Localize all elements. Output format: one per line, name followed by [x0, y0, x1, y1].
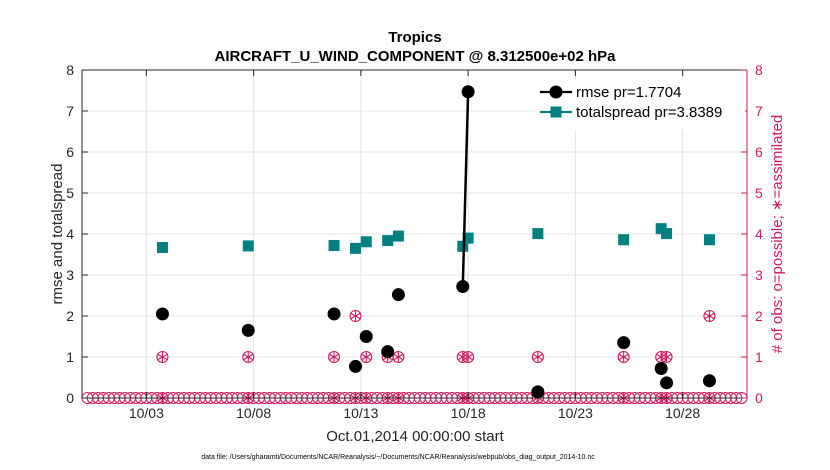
obs-possible-marker-3 [349, 309, 362, 323]
y-tick-label-right-6: 6 [755, 144, 763, 160]
obs-possible-marker-2 [328, 350, 341, 364]
y-tick-label-right-7: 7 [755, 103, 763, 119]
rmse-point-1 [241, 323, 255, 337]
y-axis-label-left: rmse and totalspread [49, 164, 66, 305]
obs-possible-marker-4 [360, 350, 373, 364]
y-tick-label-right-4: 4 [755, 226, 763, 242]
rmse-point-2 [327, 307, 341, 321]
y-tick-label-right-2: 2 [755, 308, 763, 324]
totalspread-point-3 [350, 242, 362, 254]
y-tick-label-left-3: 3 [66, 267, 74, 283]
y-tick-label-right-1: 1 [755, 349, 763, 365]
chart-title: Tropics [388, 29, 441, 46]
totalspread-point-9 [532, 228, 544, 240]
y-tick-label-left-4: 4 [66, 226, 74, 242]
y-tick-label-left-5: 5 [66, 185, 74, 201]
rmse-point-6 [391, 288, 405, 302]
totalspread-point-1 [242, 240, 254, 252]
totalspread-point-5 [382, 235, 394, 247]
y-tick-label-right-0: 0 [755, 390, 763, 406]
y-tick-label-right-8: 8 [755, 62, 763, 78]
y-tick-label-left-7: 7 [66, 103, 74, 119]
rmse-point-7 [456, 279, 470, 293]
y-tick-label-left-8: 8 [66, 62, 74, 78]
obs-possible-marker-10 [617, 350, 630, 364]
legend-totalspread-label: totalspread pr=3.8389 [576, 104, 722, 121]
legend-box [535, 80, 745, 130]
obs-possible-marker-13 [703, 309, 716, 323]
y-axis-label-right: # of obs: o=possible; ∗=assimilated [769, 115, 786, 354]
rmse-point-3 [349, 359, 363, 373]
obs-possible-marker-1 [242, 350, 255, 364]
rmse-point-9 [531, 385, 545, 399]
totalspread-point-13 [703, 234, 715, 246]
legend-rmse-marker [549, 85, 563, 99]
rmse-point-8 [461, 85, 475, 99]
y-tick-label-right-5: 5 [755, 185, 763, 201]
rmse-point-5 [381, 345, 395, 359]
series-layer [81, 85, 748, 405]
rmse-point-12 [660, 376, 674, 390]
rmse-point-4 [359, 330, 373, 343]
legend-totalspread-marker [550, 106, 562, 118]
y-tick-label-left-0: 0 [66, 390, 74, 406]
legend-rmse-label: rmse pr=1.7704 [576, 84, 681, 101]
obs-possible-marker-6 [392, 350, 405, 364]
x-tick-label-4: 10/23 [558, 405, 593, 421]
x-tick-label-5: 10/28 [665, 405, 700, 421]
rmse-point-10 [617, 336, 631, 350]
totalspread-point-4 [360, 236, 372, 248]
obs-possible-marker-8 [462, 350, 475, 364]
totalspread-point-12 [661, 228, 673, 240]
x-tick-label-3: 10/18 [451, 405, 486, 421]
x-axis-label: Oct.01,2014 00:00:00 start [326, 428, 504, 445]
totalspread-point-8 [462, 232, 474, 244]
totalspread-point-6 [392, 230, 404, 242]
legend: rmse pr=1.7704 totalspread pr=3.8389 [535, 80, 745, 130]
totalspread-point-0 [156, 242, 168, 254]
obs-possible-marker-9 [531, 350, 544, 364]
rmse-point-13 [702, 374, 716, 388]
y-tick-label-left-2: 2 [66, 308, 74, 324]
rmse-point-11 [654, 361, 668, 375]
obs-possible-marker-0 [156, 350, 169, 364]
x-tick-label-1: 10/08 [236, 405, 271, 421]
x-tick-label-2: 10/13 [343, 405, 378, 421]
chart-subtitle: AIRCRAFT_U_WIND_COMPONENT @ 8.312500e+02… [215, 48, 617, 65]
totalspread-point-2 [328, 239, 340, 251]
rmse-point-0 [155, 307, 169, 321]
x-tick-label-0: 10/03 [129, 405, 164, 421]
y-tick-label-left-6: 6 [66, 144, 74, 160]
y-tick-label-left-1: 1 [66, 349, 74, 365]
axis-ticks: 10/03 10/08 10/13 10/18 10/23 10/28 0 1 2 3 4 5 6 7 8 0… [66, 62, 763, 421]
totalspread-point-10 [618, 234, 630, 246]
obs-possible-marker-12 [660, 350, 673, 364]
footnote: data file: /Users/gharamti/Documents/NCA… [201, 454, 595, 461]
rmse-segment-0 [461, 91, 470, 287]
y-tick-label-right-3: 3 [755, 267, 763, 283]
